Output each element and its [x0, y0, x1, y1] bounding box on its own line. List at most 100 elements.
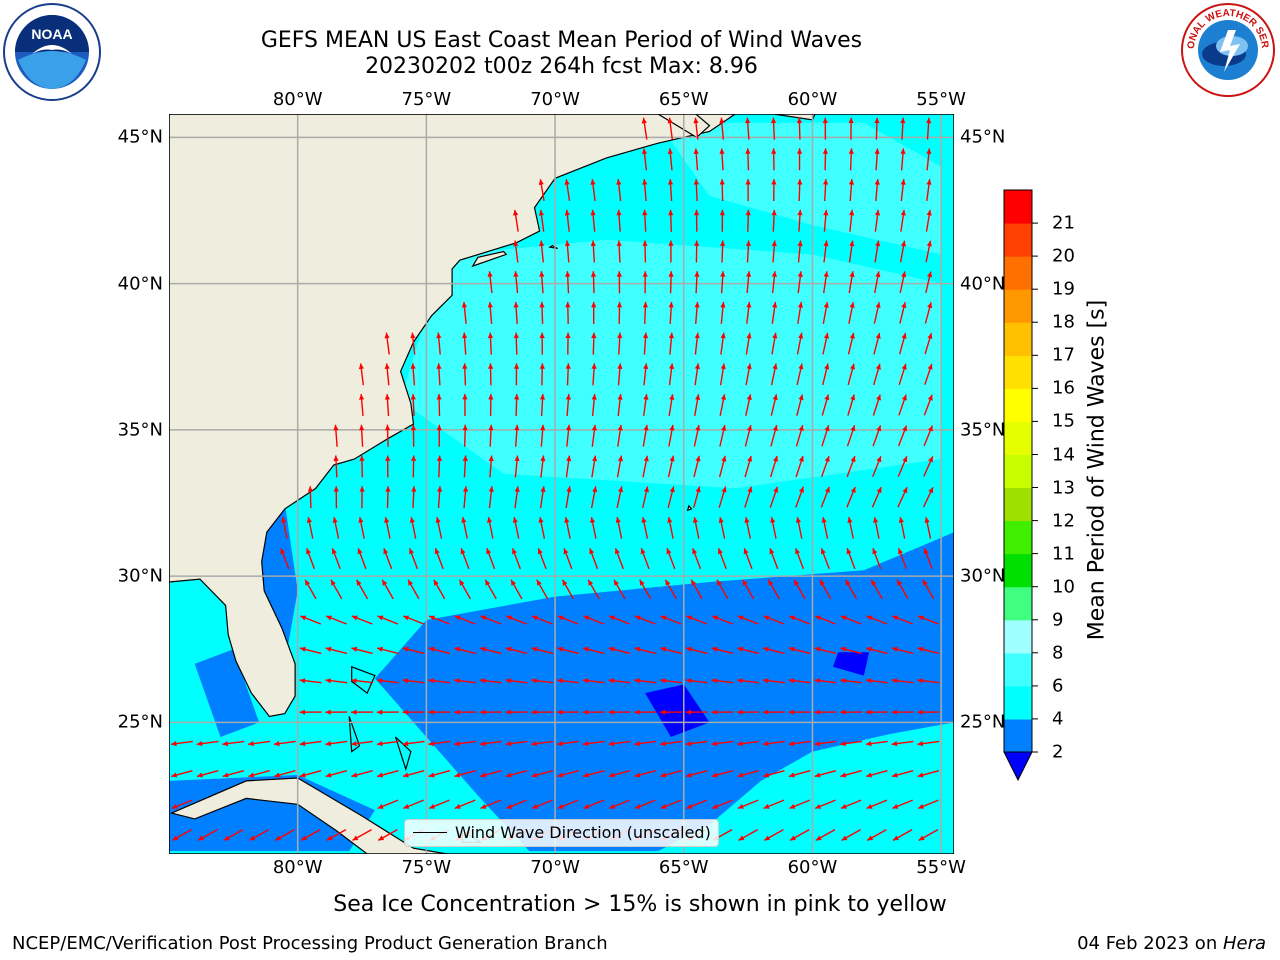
wave-direction-arrow [514, 424, 520, 447]
wave-direction-arrow [479, 678, 502, 684]
wave-direction-arrow [771, 240, 777, 263]
wave-direction-arrow [591, 455, 598, 478]
wave-direction-arrow [634, 770, 656, 778]
wave-direction-arrow [556, 678, 579, 684]
wave-direction-arrow [454, 615, 476, 625]
wave-direction-arrow [692, 516, 700, 539]
wave-direction-arrow [821, 516, 829, 539]
wave-direction-arrow [513, 271, 519, 294]
wave-direction-arrow [866, 828, 887, 842]
wave-direction-arrow [330, 579, 343, 600]
wave-direction-arrow [479, 709, 502, 715]
wave-direction-arrow [479, 770, 502, 778]
wave-direction-arrow [848, 179, 855, 202]
wave-direction-arrow [402, 678, 425, 684]
wave-direction-arrow [634, 678, 657, 684]
wave-direction-arrow [565, 455, 572, 478]
wave-direction-arrow [892, 828, 913, 842]
wave-direction-arrow [849, 209, 855, 232]
wave-direction-arrow [436, 393, 442, 417]
wave-direction-arrow [376, 709, 399, 715]
lon-tick-label-top: 75°W [401, 89, 452, 110]
chart-title: GEFS MEAN US East Coast Mean Period of W… [260, 28, 863, 53]
wave-direction-arrow [563, 548, 573, 570]
wave-direction-arrow [582, 646, 605, 655]
wave-direction-arrow [844, 579, 858, 600]
wave-direction-arrow [686, 799, 708, 810]
wave-direction-arrow [410, 363, 416, 386]
wave-direction-arrow [769, 486, 779, 508]
wave-direction-arrow [746, 301, 752, 324]
colorbar-segment [1004, 520, 1032, 555]
footer-credit: NCEP/EMC/Verification Post Processing Pr… [12, 933, 608, 954]
wave-direction-arrow [484, 579, 497, 600]
wave-direction-arrow [557, 615, 579, 625]
wave-direction-arrow [410, 332, 416, 355]
wave-direction-arrow [564, 240, 571, 263]
wave-direction-arrow [306, 516, 314, 539]
wave-direction-arrow [436, 332, 442, 355]
wave-direction-arrow [865, 709, 888, 715]
wave-direction-arrow [796, 394, 804, 416]
wave-direction-arrow [924, 363, 933, 385]
land-cuba [169, 777, 448, 854]
wave-direction-arrow [514, 393, 520, 417]
wave-direction-arrow [171, 828, 192, 842]
colorbar-segment [1004, 223, 1032, 257]
wave-direction-arrow [770, 394, 778, 416]
wave-direction-arrow [436, 455, 443, 478]
wave-direction-arrow [402, 646, 425, 655]
wave-direction-arrow [582, 770, 605, 778]
wave-direction-arrow [538, 179, 545, 202]
wave-direction-arrow [402, 709, 425, 715]
wave-direction-arrow [583, 799, 605, 810]
wave-direction-arrow [384, 394, 390, 417]
wave-direction-arrow [874, 240, 881, 263]
wave-direction-arrow [531, 678, 554, 684]
colorbar-segment [1004, 454, 1032, 489]
wave-direction-arrow [171, 770, 193, 778]
wave-direction-arrow [899, 302, 907, 324]
wave-direction-arrow [865, 678, 888, 684]
land-north-america [169, 114, 737, 718]
wave-direction-arrow [685, 770, 708, 778]
wave-direction-arrow [385, 486, 391, 509]
wave-direction-arrow [591, 332, 597, 355]
wave-direction-arrow [487, 332, 494, 355]
colorbar-tick-label: 13 [1052, 477, 1075, 498]
wave-direction-arrow [737, 770, 759, 778]
wave-direction-arrow [898, 394, 907, 416]
wave-direction-arrow [383, 548, 393, 570]
colorbar-segment [1004, 718, 1032, 753]
wave-direction-arrow [737, 709, 760, 715]
footer-machine: Hera [1222, 933, 1266, 954]
wave-direction-arrow [537, 548, 547, 570]
wave-direction-arrow [505, 740, 528, 747]
wave-direction-arrow [196, 740, 219, 747]
colorbar-tick-label: 16 [1052, 377, 1075, 399]
wave-direction-arrow [897, 548, 908, 570]
wave-direction-arrow [926, 179, 932, 201]
footer-date: 04 Feb 2023 on Hera [1077, 933, 1266, 954]
wave-direction-arrow [333, 455, 339, 478]
wave-direction-arrow [925, 271, 933, 294]
wave-direction-arrow [634, 709, 657, 715]
wave-direction-arrow [454, 678, 476, 684]
lat-tick-label-left: 35°N [117, 419, 163, 441]
wave-direction-arrow [248, 770, 270, 778]
wave-direction-arrow [402, 770, 425, 778]
wave-direction-arrow [639, 579, 652, 600]
wave-direction-arrow [642, 424, 649, 447]
wave-direction-arrow [590, 486, 598, 509]
wave-direction-arrow [556, 740, 579, 747]
wave-direction-arrow [763, 770, 785, 778]
wave-direction-arrow [564, 179, 571, 202]
wave-direction-arrow [377, 799, 399, 810]
wave-direction-arrow [788, 678, 811, 684]
wave-direction-arrow [693, 209, 700, 232]
wave-direction-arrow [788, 646, 811, 655]
wave-direction-arrow [359, 394, 365, 417]
wave-direction-arrow [720, 301, 726, 324]
wave-direction-arrow [763, 646, 785, 655]
wave-direction-arrow [531, 770, 553, 778]
